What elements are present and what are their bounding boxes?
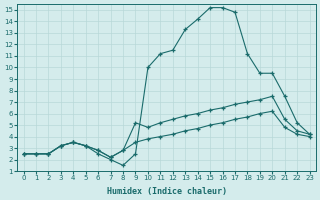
X-axis label: Humidex (Indice chaleur): Humidex (Indice chaleur)	[107, 187, 227, 196]
